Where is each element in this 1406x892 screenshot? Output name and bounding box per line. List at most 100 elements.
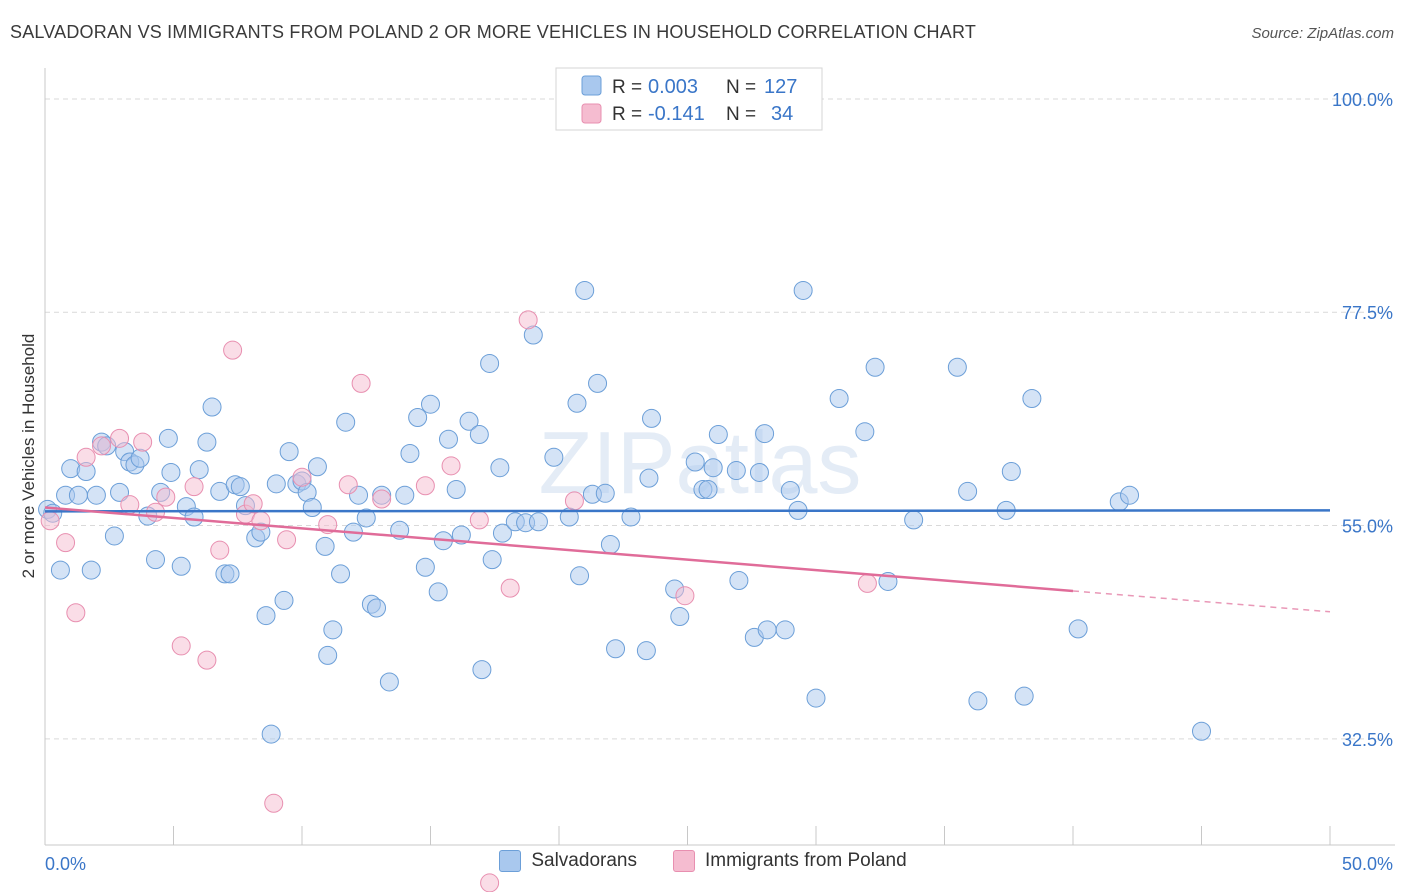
y-tick-label: 100.0%	[1332, 90, 1393, 110]
legend-r-label: R =	[612, 77, 642, 98]
salvadoran-point	[947, 357, 967, 377]
legend-swatch-salvadorans	[499, 850, 522, 872]
salvadoran-point	[367, 598, 387, 618]
salvadoran-point	[968, 691, 988, 711]
poland-point	[264, 793, 284, 813]
poland-point	[76, 447, 96, 467]
salvadoran-point	[865, 357, 885, 377]
salvadoran-point	[1022, 389, 1042, 409]
poland-point	[372, 489, 392, 509]
salvadoran-point	[323, 620, 343, 640]
legend-item-salvadorans: Salvadorans	[499, 850, 637, 872]
poland-point	[92, 436, 112, 456]
salvadoran-point	[220, 564, 240, 584]
salvadoran-point	[161, 462, 181, 482]
salvadoran-point	[1192, 721, 1211, 741]
salvadoran-trend-line	[44, 509, 1331, 513]
salvadoran-point	[171, 556, 191, 576]
salvadoran-point	[492, 523, 512, 543]
salvadoran-point	[757, 620, 777, 640]
legend-bottom: Salvadorans Immigrants from Poland	[0, 850, 1406, 872]
legend-item-poland: Immigrants from Poland	[672, 850, 907, 872]
y-tick-label: 32.5%	[1342, 730, 1393, 750]
salvadoran-point	[336, 412, 356, 432]
salvadoran-point	[68, 485, 88, 505]
salvadoran-point	[698, 480, 718, 500]
salvadoran-point	[415, 557, 435, 577]
legend-r-label: R =	[612, 104, 642, 125]
salvadoran-point	[469, 425, 489, 445]
salvadoran-point	[729, 571, 749, 591]
poland-point	[351, 373, 371, 393]
poland-trend-line	[44, 506, 1074, 593]
legend-n-value: 34	[771, 103, 793, 125]
salvadoran-point	[184, 507, 204, 527]
salvadoran-point	[588, 373, 608, 393]
salvadoran-point	[575, 280, 595, 300]
salvadoran-point	[726, 461, 746, 481]
poland-point	[40, 511, 60, 531]
salvadoran-point	[400, 443, 420, 463]
salvadoran-point	[1068, 619, 1088, 639]
salvadoran-point	[480, 353, 500, 373]
salvadoran-point	[544, 447, 564, 467]
salvadoran-point	[230, 477, 250, 497]
poland-point	[171, 636, 191, 656]
poland-point	[156, 487, 176, 507]
salvadoran-point	[806, 688, 826, 708]
poland-point	[110, 428, 130, 448]
legend-swatch-poland	[581, 103, 602, 124]
salvadoran-point	[1120, 485, 1140, 505]
salvadoran-point	[356, 508, 376, 528]
legend-n-label: N =	[726, 77, 756, 98]
salvadoran-point	[81, 560, 101, 580]
salvadoran-point	[636, 641, 656, 661]
salvadoran-point	[570, 566, 590, 586]
legend-r-value: 0.003	[648, 76, 698, 98]
x-tick-label: 50.0%	[1342, 854, 1393, 874]
salvadoran-point	[379, 672, 399, 692]
salvadoran-point	[261, 724, 281, 744]
poland-point	[480, 873, 500, 892]
salvadoran-point	[451, 525, 471, 545]
salvadoran-point	[793, 280, 813, 300]
salvadoran-point	[670, 607, 690, 627]
poland-point	[338, 475, 358, 495]
salvadoran-point	[703, 458, 723, 478]
legend-label-poland: Immigrants from Poland	[704, 850, 907, 871]
poland-point	[243, 494, 263, 514]
y-tick-label: 55.0%	[1342, 517, 1393, 537]
poland-point	[56, 533, 76, 553]
chart-title: SALVADORAN VS IMMIGRANTS FROM POLAND 2 O…	[10, 22, 977, 42]
poland-point	[415, 476, 435, 496]
salvadoran-point	[158, 428, 178, 448]
salvadoran-point	[274, 590, 294, 610]
legend-swatch-salvadorans	[581, 75, 602, 96]
poland-point	[223, 340, 243, 360]
salvadoran-point	[428, 582, 448, 602]
legend-n-label: N =	[726, 104, 756, 125]
salvadoran-point	[315, 536, 335, 556]
legend-top: R = 0.003 N = 127 R = -0.141 N = 34	[555, 67, 823, 131]
salvadoran-point	[855, 422, 875, 442]
salvadoran-point	[331, 564, 351, 584]
salvadoran-point	[446, 480, 466, 500]
salvadoran-point	[490, 458, 510, 478]
poland-point	[197, 650, 217, 670]
poland-point	[857, 573, 877, 593]
poland-point	[133, 432, 153, 452]
salvadoran-point	[302, 498, 322, 518]
legend-label-salvadorans: Salvadorans	[531, 850, 637, 871]
salvadoran-point	[130, 448, 150, 468]
legend-swatch-poland	[672, 850, 695, 872]
salvadoran-point	[958, 481, 978, 501]
legend-r-value: -0.141	[648, 103, 705, 125]
salvadoran-point	[904, 510, 924, 530]
salvadoran-point	[780, 480, 800, 500]
salvadoran-point	[685, 452, 705, 472]
salvadoran-point	[708, 425, 728, 445]
poland-point	[210, 540, 230, 560]
poland-point	[277, 530, 297, 550]
points-layer	[38, 280, 1211, 892]
